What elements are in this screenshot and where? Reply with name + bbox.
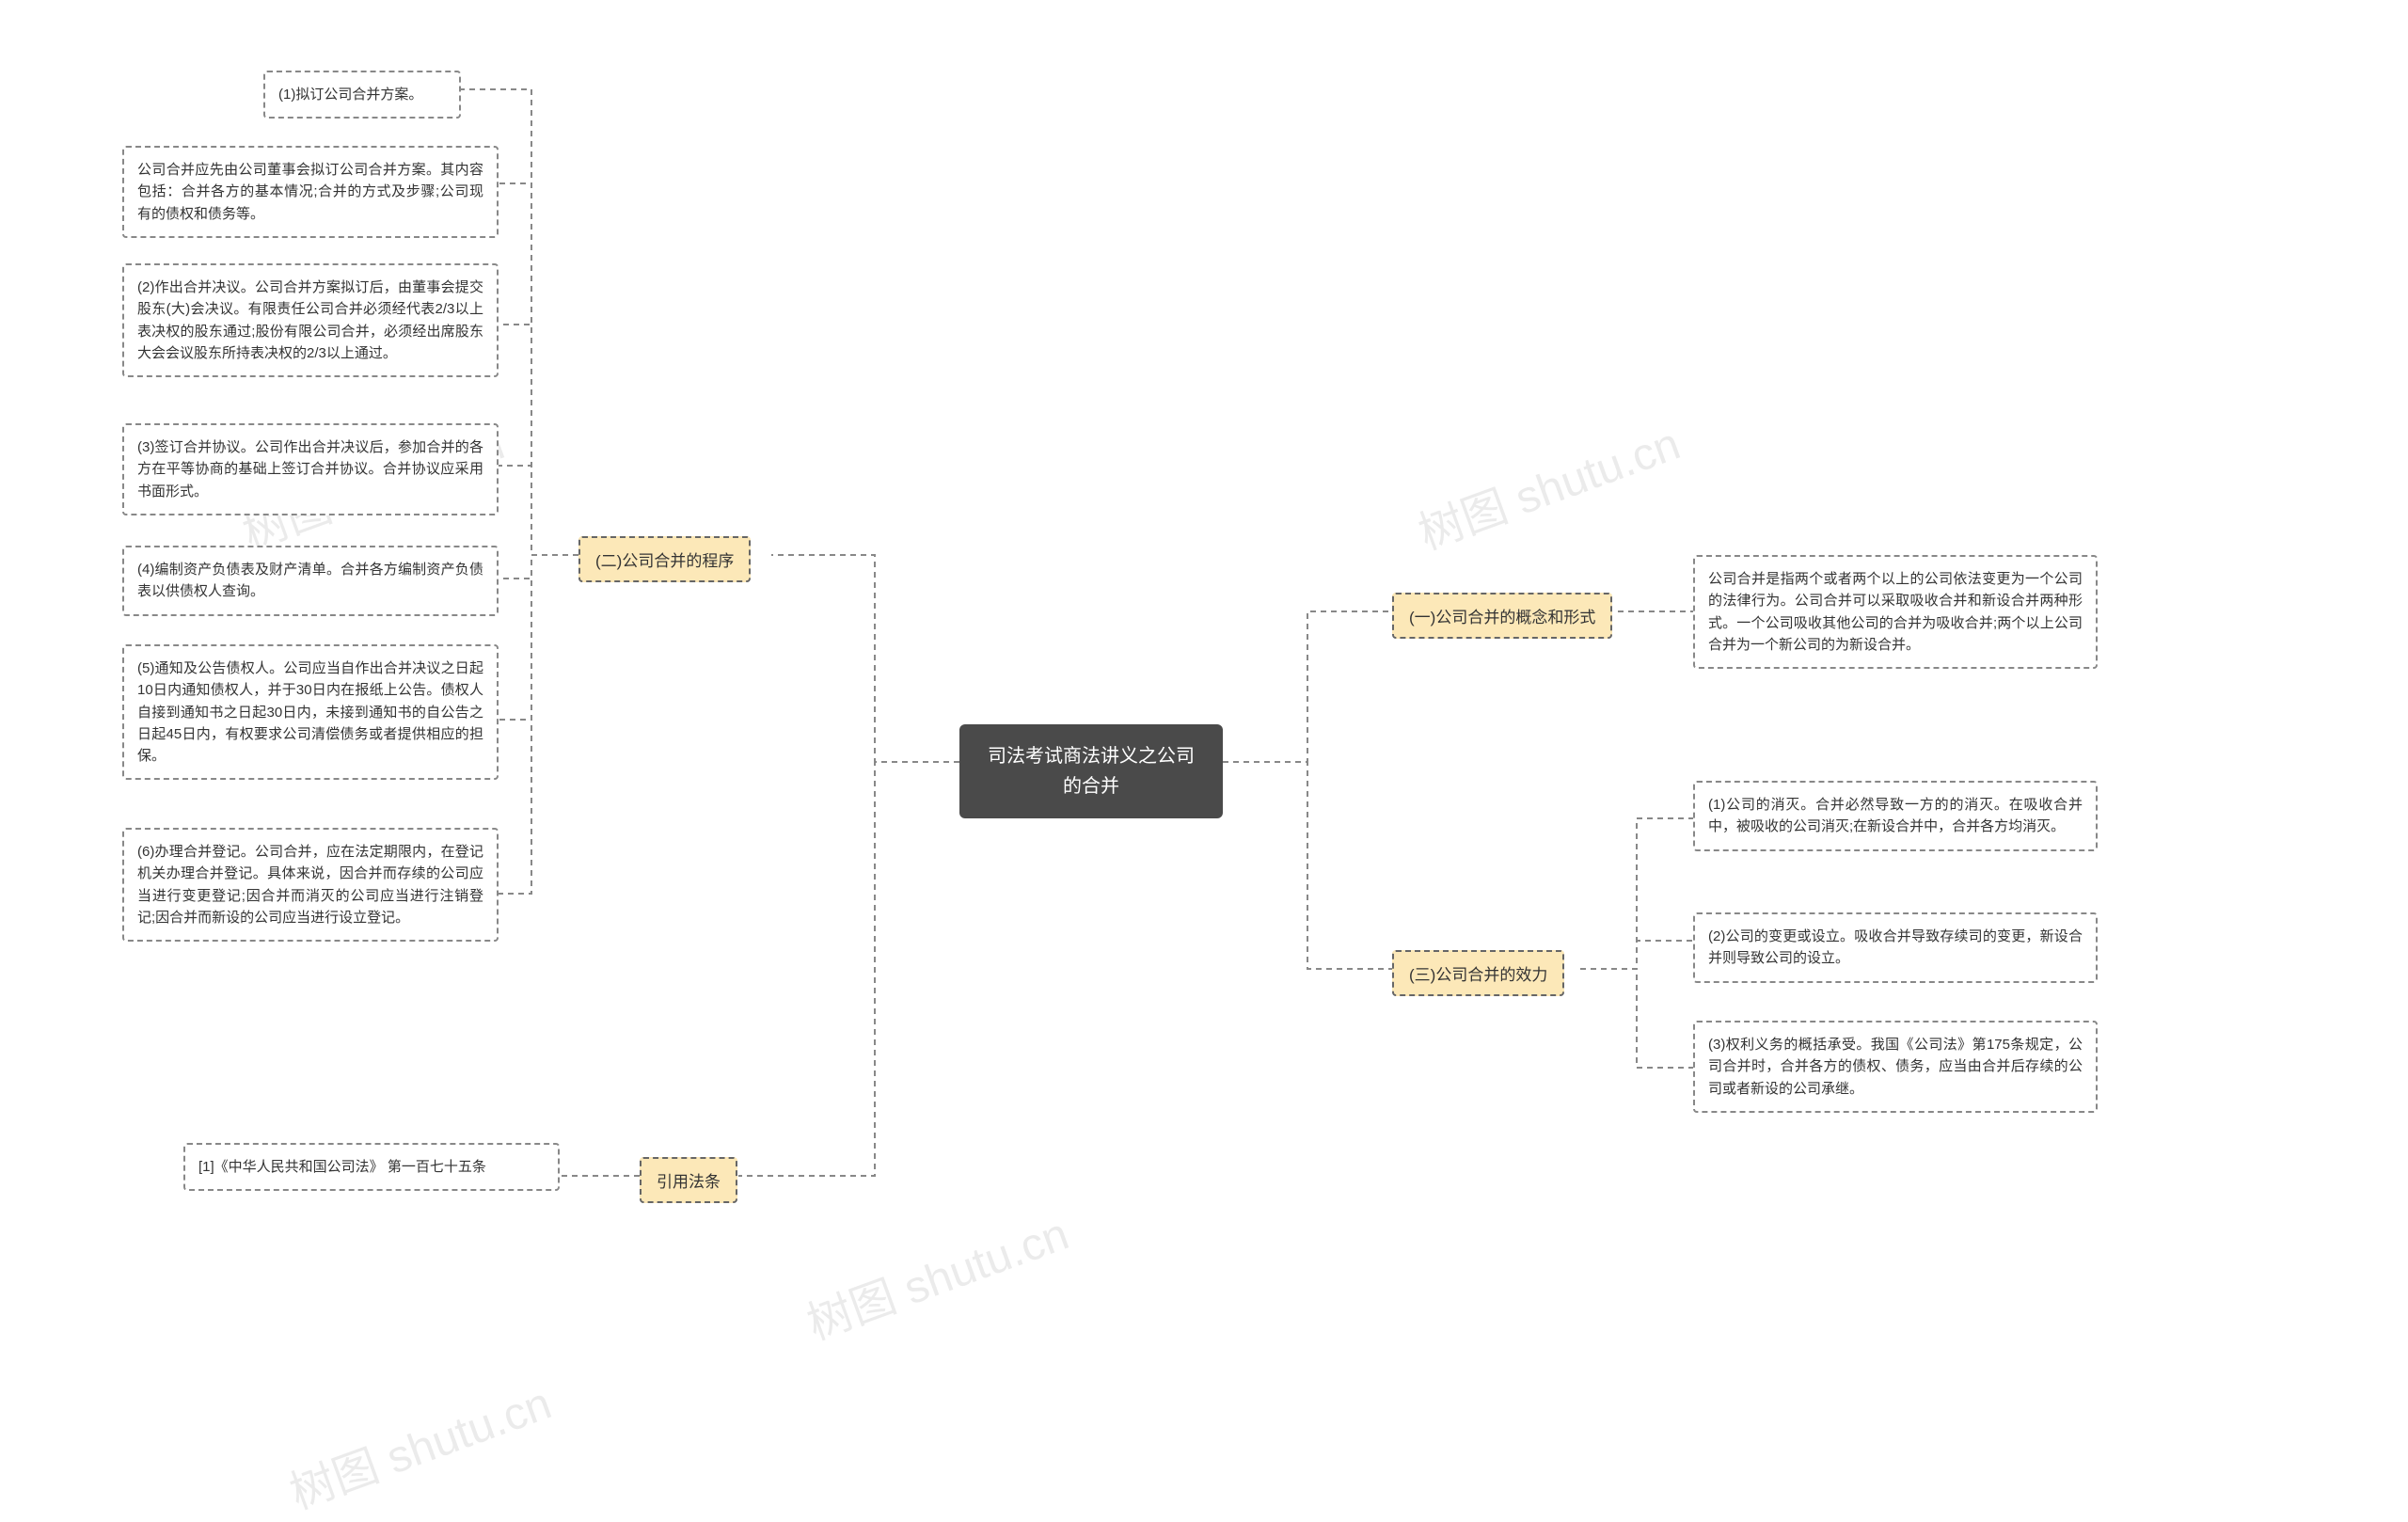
leaf-proc-1: (1)拟订公司合并方案。 xyxy=(263,71,461,119)
branch-law: 引用法条 xyxy=(640,1157,737,1203)
leaf-proc-2: 公司合并应先由公司董事会拟订公司合并方案。其内容包括：合并各方的基本情况;合并的… xyxy=(122,146,499,238)
branch-concept: (一)公司合并的概念和形式 xyxy=(1392,593,1612,639)
leaf-effect-3: (3)权利义务的概括承受。我国《公司法》第175条规定，公司合并时，合并各方的债… xyxy=(1693,1021,2098,1113)
root-node: 司法考试商法讲义之公司的合并 xyxy=(959,724,1223,818)
leaf-effect-1: (1)公司的消灭。合并必然导致一方的的消灭。在吸收合并中，被吸收的公司消灭;在新… xyxy=(1693,781,2098,851)
branch-procedure: (二)公司合并的程序 xyxy=(578,536,751,582)
leaf-proc-6: (5)通知及公告债权人。公司应当自作出合并决议之日起10日内通知债权人，并于30… xyxy=(122,644,499,780)
watermark: 树图 shutu.cn xyxy=(279,1366,559,1521)
branch-effect: (三)公司合并的效力 xyxy=(1392,950,1564,996)
leaf-proc-7: (6)办理合并登记。公司合并，应在法定期限内，在登记机关办理合并登记。具体来说，… xyxy=(122,828,499,942)
watermark: 树图 shutu.cn xyxy=(797,1197,1076,1352)
leaf-proc-3: (2)作出合并决议。公司合并方案拟订后，由董事会提交股东(大)会决议。有限责任公… xyxy=(122,263,499,377)
leaf-concept-desc: 公司合并是指两个或者两个以上的公司依法变更为一个公司的法律行为。公司合并可以采取… xyxy=(1693,555,2098,669)
leaf-law-1: [1]《中华人民共和国公司法》 第一百七十五条 xyxy=(183,1143,560,1191)
leaf-effect-2: (2)公司的变更或设立。吸收合并导致存续司的变更，新设合并则导致公司的设立。 xyxy=(1693,912,2098,983)
leaf-proc-5: (4)编制资产负债表及财产清单。合并各方编制资产负债表以供债权人查询。 xyxy=(122,546,499,616)
watermark: 树图 shutu.cn xyxy=(1408,406,1687,562)
leaf-proc-4: (3)签订合并协议。公司作出合并决议后，参加合并的各方在平等协商的基础上签订合并… xyxy=(122,423,499,515)
